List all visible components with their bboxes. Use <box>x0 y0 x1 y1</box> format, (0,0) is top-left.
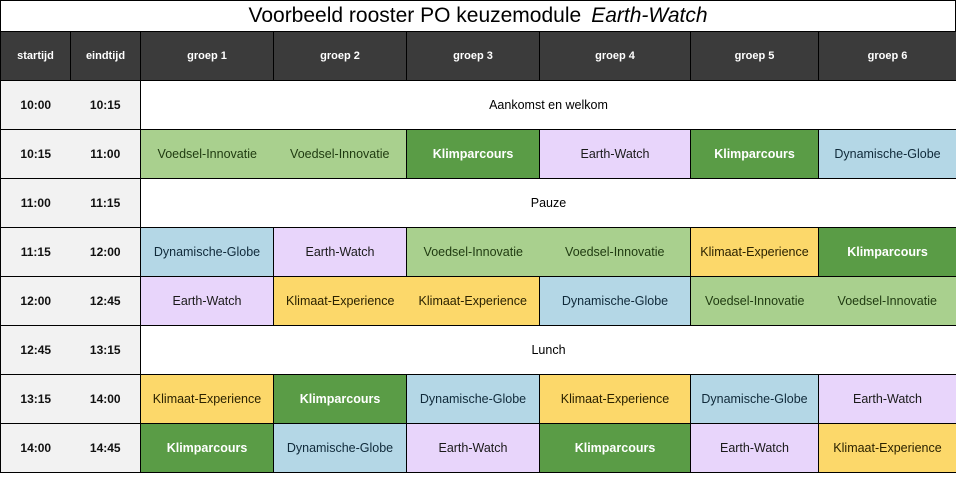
activity-cell-groep-4: Voedsel-Innovatie <box>539 227 691 277</box>
activity-cell-groep-2: Voedsel-Innovatie <box>273 129 407 179</box>
schedule-row: 12:45 13:15 Lunch <box>0 325 956 375</box>
activity-cell-groep-3: Voedsel-Innovatie <box>406 227 540 277</box>
activity-cell-groep-5: Klimaat-Experience <box>690 227 819 277</box>
start-time: 10:00 <box>0 80 71 130</box>
title-italic: Earth-Watch <box>591 4 708 27</box>
activity-cell-groep-2: Earth-Watch <box>273 227 407 277</box>
schedule-row: 11:00 11:15 Pauze <box>0 178 956 228</box>
page-title: Voorbeeld rooster PO keuzemodule Earth-W… <box>0 0 956 31</box>
header-groep-5: groep 5 <box>690 31 819 81</box>
activity-cell-groep-5: Voedsel-Innovatie <box>690 276 819 326</box>
activity-cell-groep-5: Earth-Watch <box>690 423 819 473</box>
activity-cell-groep-6: Klimaat-Experience <box>818 423 956 473</box>
activity-cell-groep-5: Dynamische-Globe <box>690 374 819 424</box>
end-time: 14:00 <box>70 374 141 424</box>
schedule-row: 14:00 14:45 Klimparcours Dynamische-Globe Ea… <box>0 423 956 473</box>
start-time: 12:45 <box>0 325 71 375</box>
schedule-row: 10:15 11:00 Voedsel-Innovatie Voedsel-Innov… <box>0 129 956 179</box>
activity-cell-groep-3: Klimparcours <box>406 129 540 179</box>
schedule-row: 10:00 10:15 Aankomst en welkom <box>0 80 956 130</box>
activity-cell-groep-6: Voedsel-Innovatie <box>818 276 956 326</box>
break-cell: Pauze <box>140 178 956 228</box>
activity-cell-groep-1: Earth-Watch <box>140 276 274 326</box>
activity-cell-groep-4: Earth-Watch <box>539 129 691 179</box>
header-row: startijd eindtijd groep 1 groep 2 groep … <box>0 31 956 81</box>
activity-cell-groep-5: Klimparcours <box>690 129 819 179</box>
activity-cell-groep-3: Earth-Watch <box>406 423 540 473</box>
end-time: 14:45 <box>70 423 141 473</box>
activity-cell-groep-2: Klimparcours <box>273 374 407 424</box>
activity-cell-groep-4: Klimaat-Experience <box>539 374 691 424</box>
activity-cell-groep-6: Earth-Watch <box>818 374 956 424</box>
header-groep-4: groep 4 <box>539 31 691 81</box>
activity-cell-groep-2: Klimaat-Experience <box>273 276 407 326</box>
start-time: 14:00 <box>0 423 71 473</box>
start-time: 11:15 <box>0 227 71 277</box>
end-time: 13:15 <box>70 325 141 375</box>
header-eindtijd: eindtijd <box>70 31 141 81</box>
schedule-row: 11:15 12:00 Dynamische-Globe Earth-Watch Voe… <box>0 227 956 277</box>
header-startijd: startijd <box>0 31 71 81</box>
header-groep-6: groep 6 <box>818 31 956 81</box>
schedule-row: 12:00 12:45 Earth-Watch Klimaat-Experience K… <box>0 276 956 326</box>
activity-cell-groep-6: Klimparcours <box>818 227 956 277</box>
end-time: 10:15 <box>70 80 141 130</box>
activity-cell-groep-3: Klimaat-Experience <box>406 276 540 326</box>
schedule-body: 10:00 10:15 Aankomst en welkom 10:15 11:00 Vo… <box>0 80 956 473</box>
start-time: 11:00 <box>0 178 71 228</box>
header-groep-1: groep 1 <box>140 31 274 81</box>
activity-cell-groep-2: Dynamische-Globe <box>273 423 407 473</box>
end-time: 11:15 <box>70 178 141 228</box>
end-time: 11:00 <box>70 129 141 179</box>
end-time: 12:45 <box>70 276 141 326</box>
activity-cell-groep-4: Klimparcours <box>539 423 691 473</box>
start-time: 10:15 <box>0 129 71 179</box>
activity-cell-groep-3: Dynamische-Globe <box>406 374 540 424</box>
schedule-row: 13:15 14:00 Klimaat-Experience Klimparcours… <box>0 374 956 424</box>
start-time: 12:00 <box>0 276 71 326</box>
header-groep-3: groep 3 <box>406 31 540 81</box>
activity-cell-groep-1: Klimparcours <box>140 423 274 473</box>
end-time: 12:00 <box>70 227 141 277</box>
activity-cell-groep-1: Klimaat-Experience <box>140 374 274 424</box>
activity-cell-groep-1: Voedsel-Innovatie <box>140 129 274 179</box>
activity-cell-groep-6: Dynamische-Globe <box>818 129 956 179</box>
break-cell: Lunch <box>140 325 956 375</box>
header-groep-2: groep 2 <box>273 31 407 81</box>
activity-cell-groep-4: Dynamische-Globe <box>539 276 691 326</box>
break-cell: Aankomst en welkom <box>140 80 956 130</box>
start-time: 13:15 <box>0 374 71 424</box>
activity-cell-groep-1: Dynamische-Globe <box>140 227 274 277</box>
title-main: Voorbeeld rooster PO keuzemodule <box>248 4 582 27</box>
schedule-table: startijd eindtijd groep 1 groep 2 groep … <box>0 31 956 473</box>
